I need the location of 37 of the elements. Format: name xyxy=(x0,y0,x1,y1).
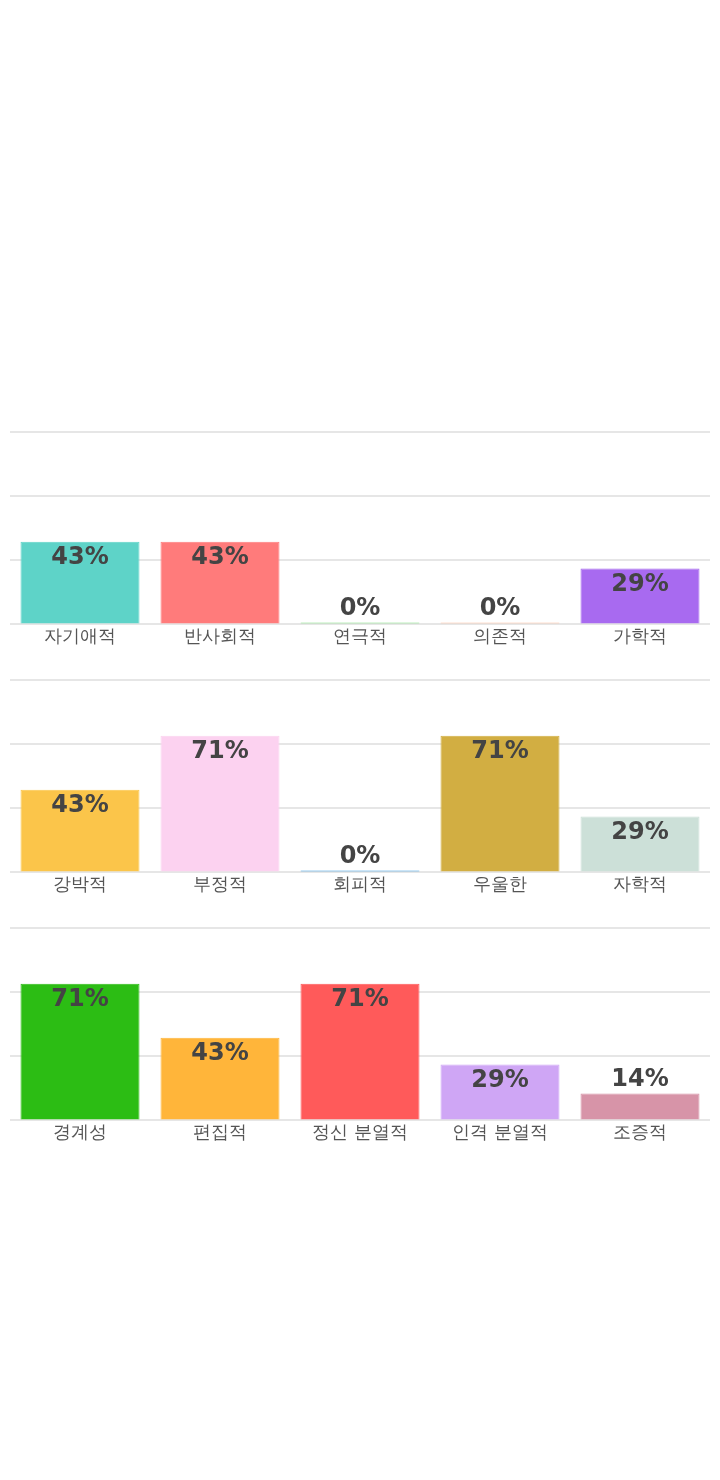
data-label: 43% xyxy=(191,541,249,570)
bar xyxy=(20,789,140,872)
x-tick-label: 편집적 xyxy=(193,1120,247,1142)
data-label: 71% xyxy=(191,736,249,765)
bar xyxy=(300,983,420,1120)
data-label: 29% xyxy=(611,816,669,845)
x-tick-label: 자학적 xyxy=(613,872,667,894)
data-label: 0% xyxy=(339,592,381,621)
data-label: 71% xyxy=(51,984,109,1013)
data-label: 43% xyxy=(51,789,109,818)
x-tick-label: 의존적 xyxy=(473,624,527,646)
bar xyxy=(580,1093,700,1120)
data-label: 14% xyxy=(611,1063,669,1092)
data-label: 29% xyxy=(611,568,669,597)
x-tick-label: 인격 분열적 xyxy=(452,1120,548,1142)
x-tick-label: 우울한 xyxy=(473,872,527,894)
data-label: 29% xyxy=(471,1064,529,1093)
bar xyxy=(440,735,560,872)
data-label: 71% xyxy=(471,736,529,765)
x-tick-label: 반사회적 xyxy=(184,624,256,646)
x-tick-label: 자기애적 xyxy=(44,624,116,646)
x-tick-label: 강박적 xyxy=(53,872,107,894)
x-tick-label: 부정적 xyxy=(193,872,247,894)
data-label: 71% xyxy=(331,984,389,1013)
x-tick-label: 회피적 xyxy=(333,872,387,894)
bar xyxy=(160,735,280,872)
x-tick-label: 정신 분열적 xyxy=(312,1120,408,1142)
data-label: 43% xyxy=(51,541,109,570)
x-tick-label: 조증적 xyxy=(613,1120,667,1142)
bar xyxy=(160,1037,280,1120)
x-tick-label: 연극적 xyxy=(333,624,387,646)
data-label: 0% xyxy=(339,840,381,869)
data-label: 43% xyxy=(191,1037,249,1066)
x-tick-label: 경계성 xyxy=(53,1120,107,1142)
bar xyxy=(20,983,140,1120)
x-tick-label: 가학적 xyxy=(613,624,667,646)
data-label: 0% xyxy=(479,592,521,621)
